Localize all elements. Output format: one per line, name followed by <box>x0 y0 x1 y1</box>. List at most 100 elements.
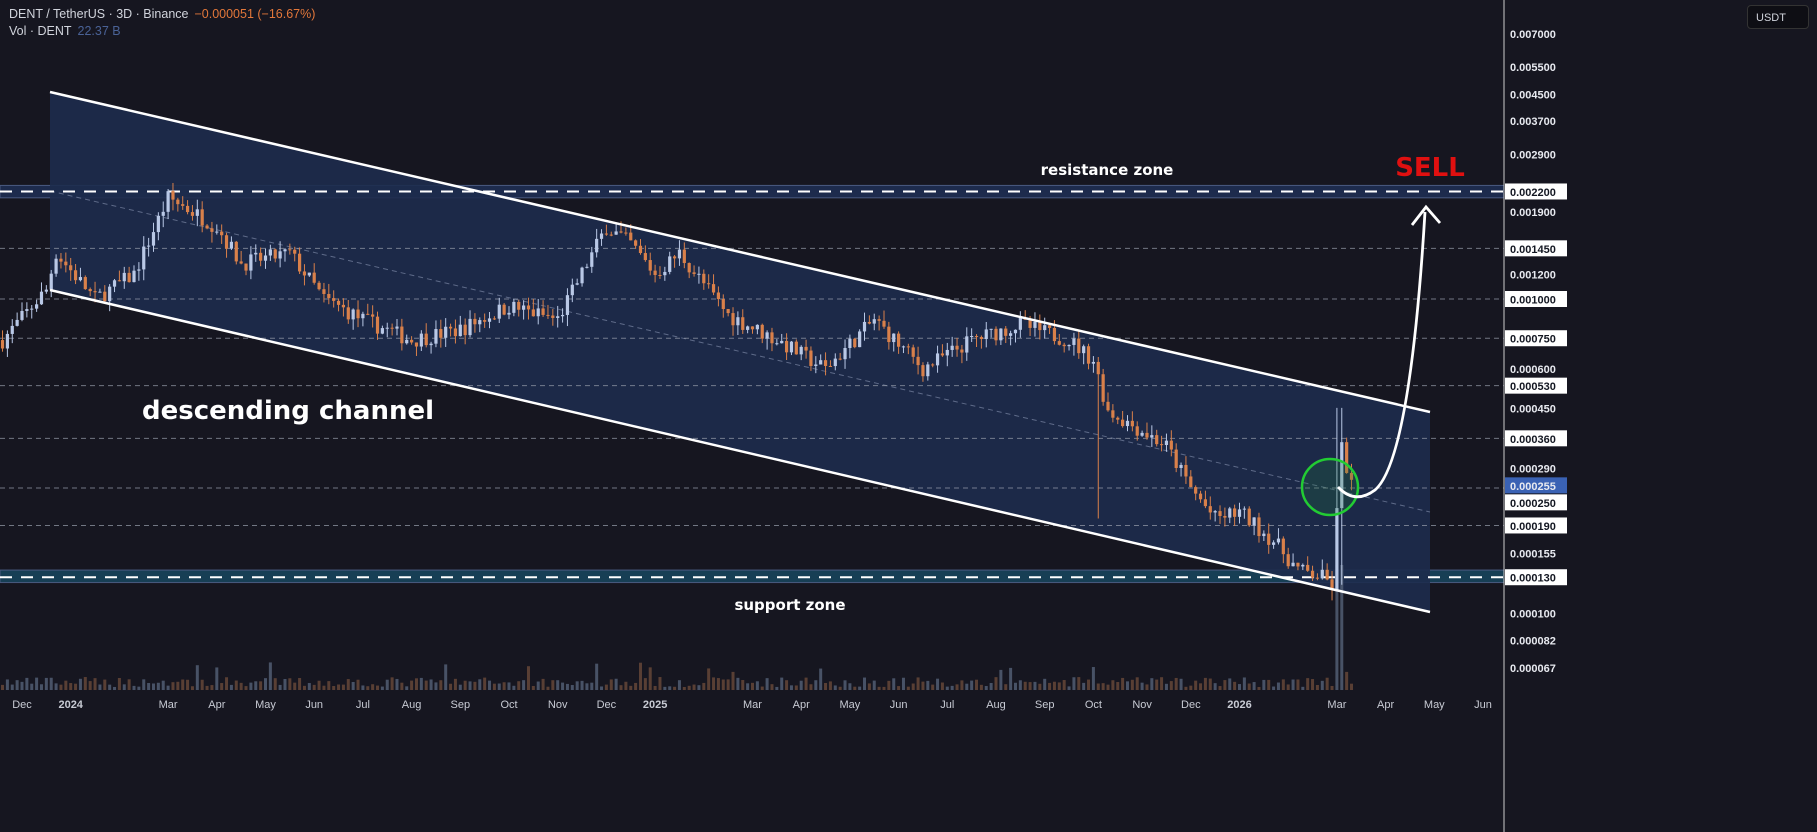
volume-bar <box>93 678 97 690</box>
candle <box>955 345 959 350</box>
candle <box>263 255 268 261</box>
volume-bar <box>122 684 126 690</box>
volume-bar <box>405 686 409 690</box>
candle <box>375 316 380 334</box>
candle <box>1276 538 1281 543</box>
candle <box>356 309 360 319</box>
volume-bar <box>283 678 287 690</box>
price-tick-label: 0.000600 <box>1510 364 1556 376</box>
volume-bar <box>741 680 745 690</box>
channel-upper-line[interactable] <box>49 90 1431 414</box>
volume-bar <box>390 677 394 690</box>
volume-bar <box>507 682 511 690</box>
entry-circle[interactable] <box>1300 457 1360 517</box>
volume-label[interactable]: Vol · DENT <box>9 24 72 38</box>
volume-bar <box>887 680 891 690</box>
currency-button[interactable]: USDT <box>1747 5 1809 29</box>
candle <box>697 273 701 275</box>
candle <box>463 324 467 336</box>
symbol-title[interactable]: DENT / TetherUS · 3D · Binance <box>9 7 189 21</box>
candle <box>736 317 740 326</box>
candle <box>609 234 613 236</box>
volume-bar <box>171 682 175 690</box>
candle <box>380 328 384 334</box>
volume-bar <box>49 677 53 690</box>
volume-bar <box>1335 565 1339 690</box>
volume-bar <box>634 682 638 690</box>
volume-bar <box>502 682 506 690</box>
volume-bar <box>83 677 87 690</box>
price-tick-label: 0.001200 <box>1510 270 1556 282</box>
time-tick-label: May <box>1424 699 1445 711</box>
volume-bar <box>312 684 316 690</box>
candle <box>1296 562 1300 567</box>
volume-bar <box>1276 682 1280 690</box>
candle <box>483 320 487 322</box>
sell-signal-label: SELL <box>1395 153 1465 183</box>
price-tick-label: 0.000067 <box>1510 663 1556 675</box>
volume-bar <box>15 680 19 690</box>
candle <box>629 232 633 241</box>
volume-bar <box>1111 680 1115 690</box>
candle <box>702 273 706 284</box>
candle <box>224 235 229 249</box>
candle <box>322 289 326 294</box>
candle <box>405 339 409 344</box>
volume-bar <box>54 683 58 690</box>
candle <box>268 249 272 256</box>
candle <box>1086 346 1091 364</box>
time-tick-label: Apr <box>793 699 810 711</box>
candle <box>546 314 550 316</box>
volume-bar <box>604 684 608 690</box>
volume-bar <box>541 678 545 690</box>
candle <box>726 309 730 314</box>
candle <box>1150 435 1154 438</box>
candle <box>1233 508 1237 517</box>
candle <box>721 299 725 310</box>
volume-bar <box>877 686 881 690</box>
candle <box>473 318 477 325</box>
time-tick-label: May <box>255 699 276 711</box>
volume-bar <box>371 684 375 690</box>
volume-bar <box>5 679 9 690</box>
volume-bar <box>1325 677 1329 690</box>
projection-arrow[interactable] <box>1336 211 1427 499</box>
price-label-box <box>1505 183 1567 200</box>
volume-bar <box>702 682 706 690</box>
candle <box>1047 325 1052 328</box>
volume-bar <box>561 682 565 690</box>
candle <box>970 336 974 338</box>
candle <box>1179 464 1183 468</box>
candle <box>297 253 302 272</box>
candle <box>828 365 833 367</box>
volume-bar <box>1296 679 1300 690</box>
time-tick-label: Dec <box>1181 699 1201 711</box>
candle <box>35 304 39 309</box>
volume-bar <box>531 685 535 690</box>
price-axis[interactable]: 0.007000 0.005500 0.004500 0.003700 0.002900… <box>1505 29 1567 675</box>
candle <box>1155 435 1159 445</box>
candle <box>551 315 555 318</box>
candle <box>1223 515 1227 518</box>
volume-bar <box>74 683 78 690</box>
volume-bar <box>517 681 521 690</box>
volume-bar <box>775 686 779 690</box>
candle <box>838 358 842 360</box>
channel-lower-line[interactable] <box>49 288 1431 614</box>
volume-bar <box>302 685 306 690</box>
candle <box>1237 509 1242 517</box>
candle <box>478 320 482 325</box>
time-axis[interactable]: Dec 2024 Mar Apr May Jun Jul Aug Sep Oct Nov Dec 202… <box>12 699 1492 711</box>
time-tick-label: May <box>840 699 861 711</box>
volume-bar <box>585 683 589 690</box>
volume-bar <box>225 677 229 690</box>
candle <box>1242 508 1246 510</box>
volume-bar <box>824 682 828 690</box>
candle <box>83 277 87 290</box>
candle <box>775 343 779 345</box>
volume-bar <box>108 684 112 690</box>
volume-bar <box>142 679 146 690</box>
candle <box>1145 432 1149 438</box>
time-tick-label: Mar <box>743 699 762 711</box>
